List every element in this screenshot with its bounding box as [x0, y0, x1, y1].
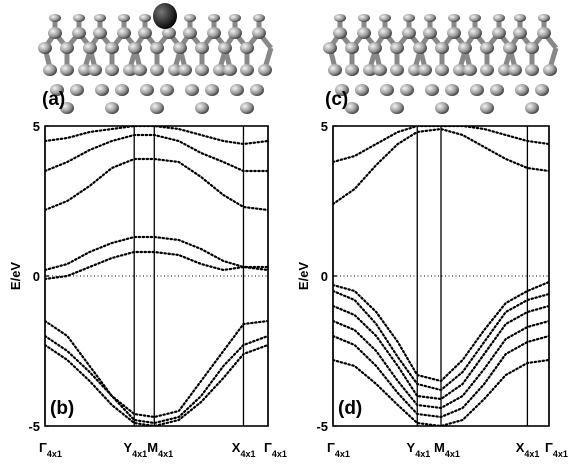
atom-cell — [458, 14, 512, 114]
image-label: (c) — [325, 89, 348, 110]
x-tick-symbol: Γ — [545, 440, 553, 455]
x-tick-subscript: 4x1 — [240, 449, 255, 459]
x-tick-label: Y4x1 — [123, 440, 147, 459]
x-tick-label: Γ4x1 — [264, 440, 287, 459]
y-tick-label: -5 — [28, 419, 40, 434]
x-tick-subscript: 4x1 — [445, 449, 460, 459]
structure-image-a — [38, 3, 272, 114]
figure: (a)Γ4x1Y4x1M4x1X4x1Γ4x1-505E/eV(b)(c)Γ4x… — [0, 0, 568, 470]
x-tick-symbol: X — [516, 440, 525, 455]
x-tick-symbol: Γ — [39, 440, 47, 455]
x-tick-subscript: 4x1 — [158, 449, 173, 459]
band — [45, 252, 268, 279]
x-tick-subscript: 4x1 — [132, 449, 147, 459]
atom-cell — [413, 14, 467, 114]
x-tick-symbol: Y — [123, 440, 132, 455]
x-tick-symbol: M — [147, 440, 158, 455]
atom-cell — [173, 14, 227, 114]
panel-label: (b) — [50, 398, 74, 419]
x-tick-symbol: Γ — [264, 440, 272, 455]
x-tick-subscript: 4x1 — [47, 449, 62, 459]
page: {"chart_data": [ {"type": "line", "image… — [0, 0, 568, 470]
y-tick-label: 5 — [321, 119, 328, 134]
y-tick-label: -5 — [316, 419, 328, 434]
structure-image-c — [323, 14, 557, 114]
x-tick-label: Γ4x1 — [327, 440, 350, 459]
x-tick-label: X4x1 — [232, 440, 256, 459]
x-tick-symbol: Y — [407, 440, 416, 455]
y-tick-label: 0 — [33, 269, 40, 284]
x-tick-label: Y4x1 — [407, 440, 431, 459]
y-tick-label: 5 — [33, 119, 40, 134]
adatom — [153, 3, 177, 29]
atom-cell — [503, 14, 557, 114]
x-tick-subscript: 4x1 — [524, 449, 539, 459]
x-tick-label: M4x1 — [147, 440, 173, 459]
band — [45, 126, 268, 144]
x-tick-subscript: 4x1 — [415, 449, 430, 459]
x-tick-subscript: 4x1 — [272, 449, 287, 459]
y-axis-label: E/eV — [296, 262, 311, 291]
band — [45, 135, 268, 171]
plot-area — [45, 126, 268, 426]
x-tick-label: M4x1 — [434, 440, 460, 459]
x-tick-subscript: 4x1 — [553, 449, 568, 459]
x-tick-symbol: X — [232, 440, 241, 455]
x-tick-label: Γ4x1 — [545, 440, 568, 459]
x-tick-subscript: 4x1 — [335, 449, 350, 459]
atom-cell — [368, 14, 422, 114]
x-tick-label: X4x1 — [516, 440, 540, 459]
panel-label: (d) — [338, 398, 362, 419]
x-tick-symbol: M — [434, 440, 445, 455]
atom-cell — [218, 14, 272, 114]
image-label: (a) — [42, 89, 65, 110]
atom-cell — [128, 14, 182, 114]
x-tick-symbol: Γ — [327, 440, 335, 455]
y-tick-label: 0 — [321, 269, 328, 284]
y-axis-label: E/eV — [8, 262, 23, 291]
band — [45, 237, 268, 270]
atom-cell — [83, 14, 137, 114]
x-tick-label: Γ4x1 — [39, 440, 62, 459]
